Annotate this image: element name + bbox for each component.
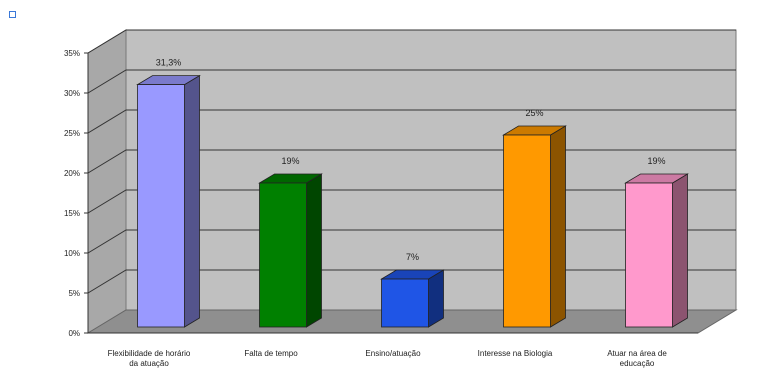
category-label: da atuação [129,359,169,368]
y-tick-label: 35% [64,49,80,58]
category-label: Falta de tempo [244,349,298,358]
y-tick-label: 15% [64,209,80,218]
data-label: 31,3% [156,58,182,68]
gridline [87,69,736,94]
y-tick-label: 5% [68,289,80,298]
category-label: Flexibilidade de horário [108,349,191,358]
y-tick-label: 10% [64,249,80,258]
data-label: 7% [406,252,419,262]
bar [381,278,429,328]
y-tick-label: 25% [64,129,80,138]
y-tick-label: 30% [64,89,80,98]
y-tick-label: 20% [64,169,80,178]
gridline [87,109,736,134]
category-label: Atuar na área de [607,349,667,358]
bar [503,134,551,328]
bar [625,182,673,328]
gridline [87,29,736,54]
bar-side [428,269,444,328]
bar-side [184,74,200,328]
y-tick-label: 0% [68,329,80,338]
bar-side [306,173,322,328]
selection-handle [9,11,16,18]
category-label: Ensino/atuação [365,349,421,358]
bar-side [550,125,566,328]
bar [137,84,185,328]
bar [259,182,307,328]
bar-side [672,173,688,328]
side-wall [87,29,127,334]
category-label: educação [620,359,655,368]
data-label: 19% [281,156,299,166]
data-label: 19% [647,156,665,166]
category-label: Interesse na Biologia [478,349,553,358]
data-label: 25% [525,108,543,118]
